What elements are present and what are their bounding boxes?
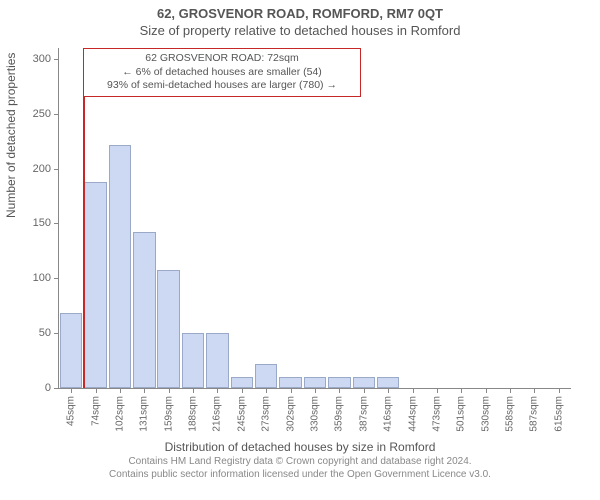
xtick-label: 501sqm: [456, 396, 467, 432]
annotation-box: 62 GROSVENOR ROAD: 72sqm ← 6% of detache…: [83, 48, 361, 97]
ytick-label: 200: [21, 163, 51, 175]
xtick-line: [242, 388, 243, 393]
xtick-line: [120, 388, 121, 393]
xtick-label: 273sqm: [261, 396, 272, 432]
xtick-line: [169, 388, 170, 393]
page-title: 62, GROSVENOR ROAD, ROMFORD, RM7 0QT: [0, 6, 600, 21]
xtick-label: 188sqm: [188, 396, 199, 432]
xtick-label: 587sqm: [529, 396, 540, 432]
xtick-line: [266, 388, 267, 393]
xtick-line: [534, 388, 535, 393]
xtick-label: 473sqm: [431, 396, 442, 432]
bar: [60, 313, 82, 388]
ytick-line: [54, 169, 59, 170]
bar: [109, 145, 131, 388]
xtick-label: 302sqm: [285, 396, 296, 432]
bar: [377, 377, 399, 388]
xtick-line: [461, 388, 462, 393]
xtick-line: [510, 388, 511, 393]
bar: [84, 182, 106, 388]
bar: [328, 377, 350, 388]
xtick-line: [315, 388, 316, 393]
y-axis-label: Number of detached properties: [4, 53, 18, 218]
x-axis-label: Distribution of detached houses by size …: [0, 440, 600, 454]
ytick-line: [54, 278, 59, 279]
xtick-label: 387sqm: [358, 396, 369, 432]
bars-layer: [59, 48, 571, 388]
xtick-line: [144, 388, 145, 393]
bar: [279, 377, 301, 388]
bar: [157, 270, 179, 388]
xtick-line: [559, 388, 560, 393]
bar: [304, 377, 326, 388]
ytick-label: 150: [21, 217, 51, 229]
xtick-label: 45sqm: [66, 396, 77, 426]
xtick-line: [96, 388, 97, 393]
xtick-line: [71, 388, 72, 393]
xtick-line: [388, 388, 389, 393]
bar: [206, 333, 228, 388]
xtick-label: 530sqm: [480, 396, 491, 432]
ytick-line: [54, 223, 59, 224]
bar: [133, 232, 155, 388]
marker-line: [83, 48, 85, 388]
page-subtitle: Size of property relative to detached ho…: [0, 23, 600, 38]
xtick-label: 159sqm: [163, 396, 174, 432]
attribution-line1: Contains HM Land Registry data © Crown c…: [0, 456, 600, 467]
ytick-label: 300: [21, 53, 51, 65]
xtick-line: [437, 388, 438, 393]
xtick-line: [193, 388, 194, 393]
xtick-label: 330sqm: [310, 396, 321, 432]
ytick-label: 100: [21, 272, 51, 284]
annotation-line1: 62 GROSVENOR ROAD: 72sqm: [90, 52, 354, 66]
xtick-label: 245sqm: [236, 396, 247, 432]
bar: [353, 377, 375, 388]
xtick-line: [217, 388, 218, 393]
xtick-label: 216sqm: [212, 396, 223, 432]
chart-container: Number of detached properties 62 GROSVEN…: [0, 38, 600, 438]
ytick-label: 0: [21, 382, 51, 394]
bar: [255, 364, 277, 388]
attribution-line2: Contains public sector information licen…: [0, 469, 600, 480]
xtick-label: 444sqm: [407, 396, 418, 432]
ytick-line: [54, 388, 59, 389]
annotation-line3: 93% of semi-detached houses are larger (…: [90, 79, 354, 93]
ytick-line: [54, 333, 59, 334]
ytick-label: 50: [21, 327, 51, 339]
xtick-line: [339, 388, 340, 393]
bar: [182, 333, 204, 388]
xtick-line: [291, 388, 292, 393]
xtick-label: 416sqm: [383, 396, 394, 432]
ytick-line: [54, 59, 59, 60]
xtick-line: [486, 388, 487, 393]
xtick-line: [364, 388, 365, 393]
annotation-line2: ← 6% of detached houses are smaller (54): [90, 66, 354, 80]
xtick-label: 359sqm: [334, 396, 345, 432]
xtick-label: 558sqm: [505, 396, 516, 432]
xtick-label: 615sqm: [553, 396, 564, 432]
xtick-line: [413, 388, 414, 393]
bar: [231, 377, 253, 388]
plot-area: 62 GROSVENOR ROAD: 72sqm ← 6% of detache…: [58, 48, 571, 389]
xtick-label: 131sqm: [139, 396, 150, 432]
xtick-label: 102sqm: [114, 396, 125, 432]
ytick-label: 250: [21, 108, 51, 120]
xtick-label: 74sqm: [90, 396, 101, 426]
ytick-line: [54, 114, 59, 115]
